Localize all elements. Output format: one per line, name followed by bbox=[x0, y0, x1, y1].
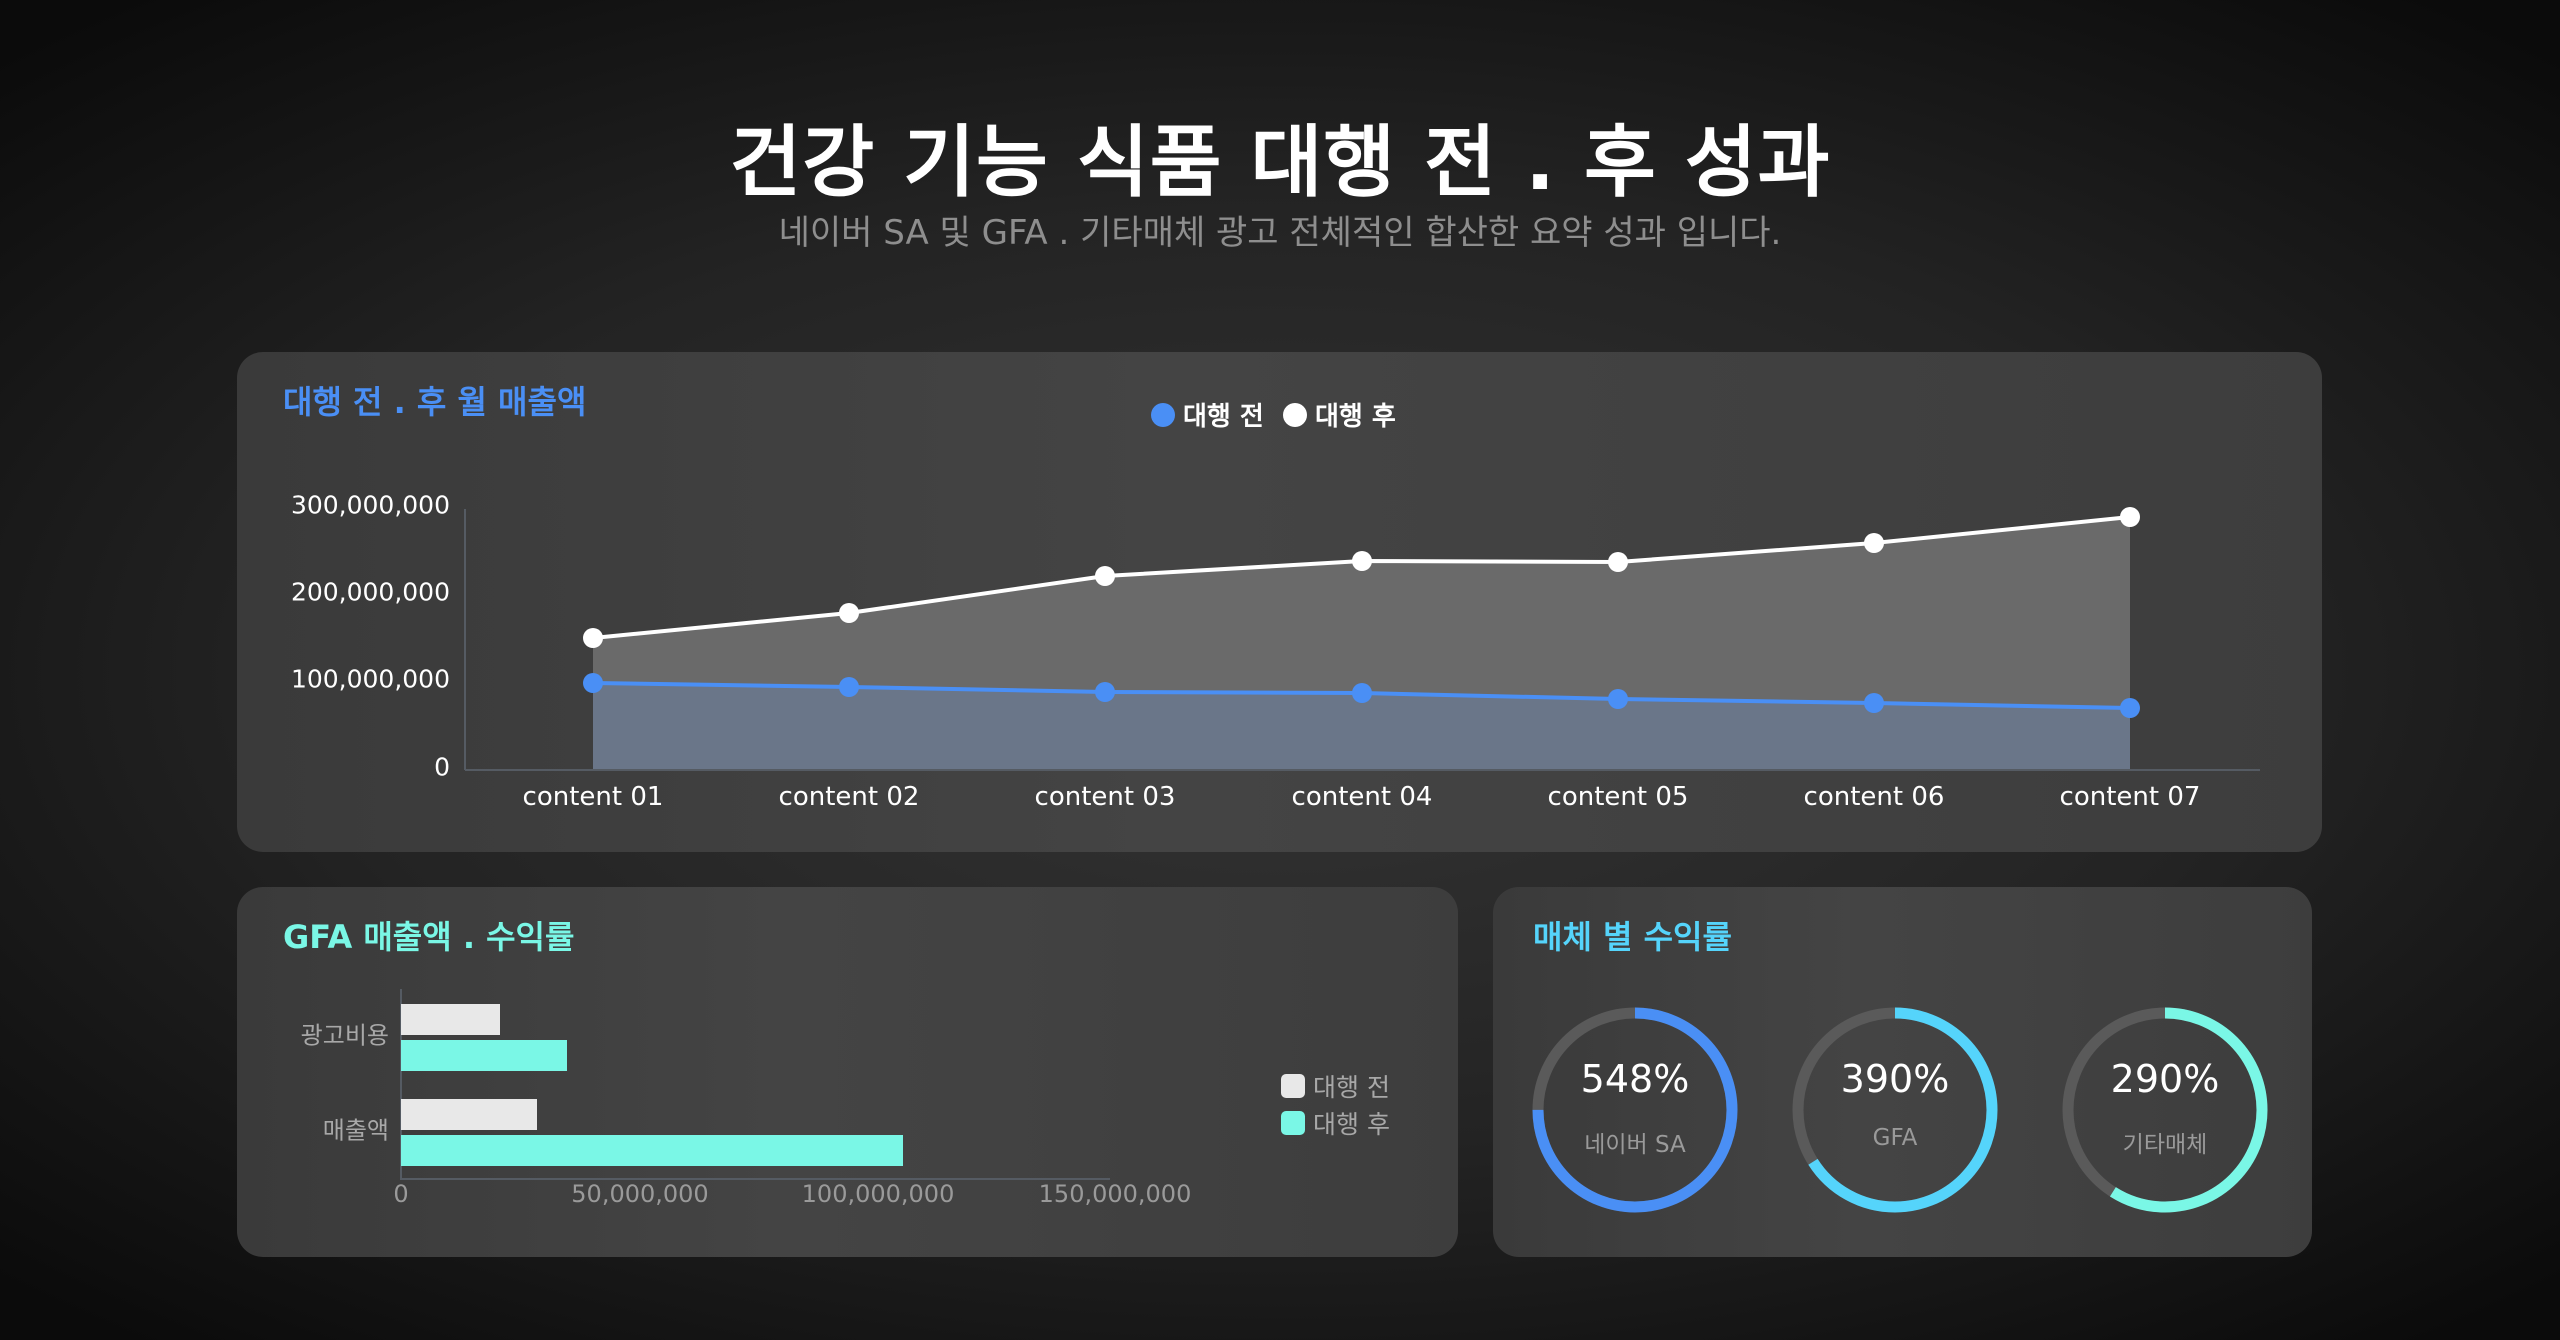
x-tick: content 01 bbox=[522, 782, 664, 812]
donut-gfa[interactable]: 390% GFA bbox=[1790, 1005, 2000, 1215]
donut-label: GFA bbox=[1872, 1125, 1918, 1151]
y-tick: 300,000,000 bbox=[290, 490, 450, 520]
donut-label: 기타매체 bbox=[2122, 1132, 2208, 1158]
legend-after-label: 대행 후 bbox=[1315, 402, 1396, 432]
bar-x-tick: 100,000,000 bbox=[801, 1180, 955, 1208]
legend-after[interactable]: 대행 후 bbox=[1283, 396, 1396, 433]
legend-before[interactable]: 대행 전 bbox=[1151, 396, 1264, 433]
x-tick: content 06 bbox=[1803, 782, 1945, 812]
bar-revenue-after[interactable] bbox=[401, 1135, 903, 1166]
bar-x-tick: 50,000,000 bbox=[571, 1180, 709, 1208]
legend-before-label: 대행 전 bbox=[1183, 402, 1264, 432]
x-tick: content 02 bbox=[778, 782, 920, 812]
legend-dot-after-icon bbox=[1283, 402, 1307, 427]
bar-category: 매출액 bbox=[322, 1116, 389, 1145]
bar-adcost-before[interactable] bbox=[401, 1004, 500, 1035]
donut-naver-sa[interactable]: 548% 네이버 SA bbox=[1530, 1005, 1740, 1215]
bar-legend-before[interactable]: 대행 전 bbox=[1281, 1068, 1390, 1104]
donut-label: 네이버 SA bbox=[1584, 1132, 1686, 1158]
gfa-revenue-title: GFA 매출액 . 수익률 bbox=[283, 918, 575, 956]
monthly-revenue-panel: 대행 전 . 후 월 매출액 대행 전 대행 후 300,000,000 200… bbox=[237, 352, 2322, 852]
y-tick: 0 bbox=[434, 752, 450, 782]
page-subtitle: 네이버 SA 및 GFA . 기타매체 광고 전체적인 합산한 요약 성과 입니… bbox=[778, 213, 1782, 253]
bar-legend-before-label: 대행 전 bbox=[1313, 1073, 1390, 1102]
legend-square-before-icon bbox=[1281, 1074, 1305, 1098]
x-tick: content 03 bbox=[1034, 782, 1176, 812]
bar-category: 광고비용 bbox=[300, 1021, 389, 1050]
donut-etc-media[interactable]: 290% 기타매체 bbox=[2060, 1005, 2270, 1215]
gfa-revenue-panel: GFA 매출액 . 수익률 광고비용 매출액 0 50,000,000 100,… bbox=[237, 887, 1458, 1257]
bar-legend-after-label: 대행 후 bbox=[1313, 1110, 1390, 1139]
bar-legend-after[interactable]: 대행 후 bbox=[1281, 1105, 1390, 1141]
before-points bbox=[583, 673, 2140, 718]
legend-square-after-icon bbox=[1281, 1111, 1305, 1135]
before-area bbox=[593, 683, 2130, 769]
y-tick: 100,000,000 bbox=[290, 664, 450, 694]
donut-ring-gfa bbox=[1792, 1007, 1998, 1213]
bar-revenue-before[interactable] bbox=[401, 1099, 537, 1130]
y-axis-labels: 300,000,000 200,000,000 100,000,000 0 bbox=[237, 352, 450, 852]
x-tick: content 07 bbox=[2059, 782, 2201, 812]
monthly-revenue-title: 대행 전 . 후 월 매출액 bbox=[283, 383, 587, 421]
bar-adcost-after[interactable] bbox=[401, 1040, 567, 1071]
media-roas-panel: 매체 별 수익률 548% 네이버 SA 390% GFA 290% 기타매체 bbox=[1493, 887, 2312, 1257]
bar-x-axis bbox=[400, 1178, 1110, 1180]
bar-x-tick: 0 bbox=[393, 1180, 409, 1208]
page-title: 건강 기능 식품 대행 전 . 후 성과 bbox=[729, 118, 1831, 208]
x-tick: content 04 bbox=[1291, 782, 1433, 812]
legend-dot-before-icon bbox=[1151, 402, 1175, 427]
area-chart-plot bbox=[464, 507, 2260, 771]
bar-y-axis bbox=[400, 989, 402, 1179]
y-tick: 200,000,000 bbox=[290, 577, 450, 607]
after-points bbox=[583, 507, 2140, 648]
bar-x-tick: 150,000,000 bbox=[1038, 1180, 1192, 1208]
donut-value: 390% bbox=[1840, 1057, 1950, 1101]
donut-value: 548% bbox=[1580, 1057, 1690, 1101]
x-tick: content 05 bbox=[1547, 782, 1689, 812]
donut-ring-etc bbox=[2062, 1007, 2268, 1213]
donut-ring-sa bbox=[1532, 1007, 1738, 1213]
media-roas-title: 매체 별 수익률 bbox=[1533, 918, 1732, 956]
donut-value: 290% bbox=[2110, 1057, 2220, 1101]
